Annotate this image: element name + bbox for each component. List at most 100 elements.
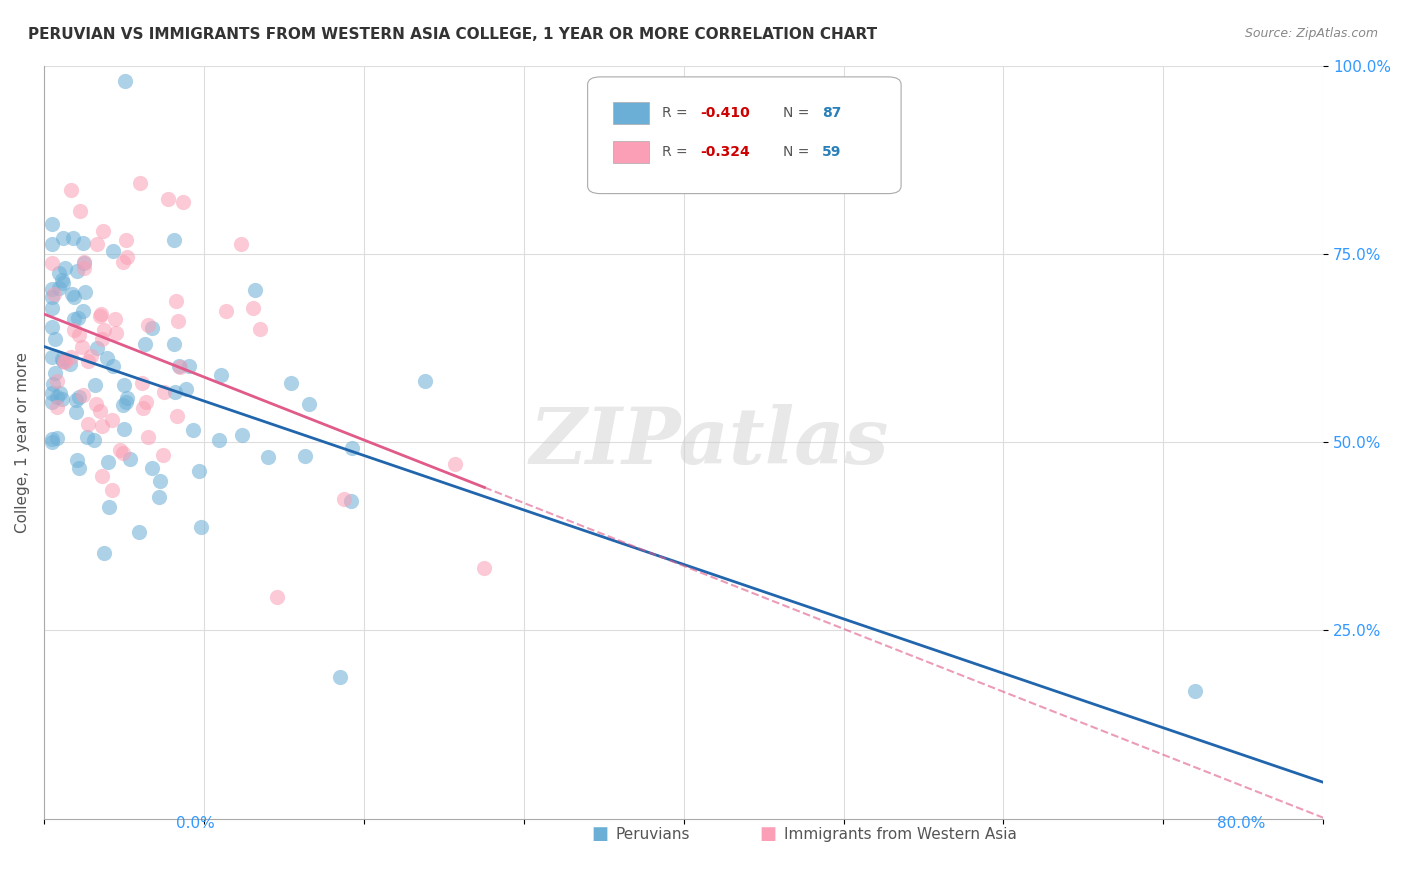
- Point: [114, 233, 136, 247]
- Point: [84, 377, 107, 392]
- Point: [65, 405, 87, 419]
- Point: [148, 490, 170, 504]
- Point: [41, 236, 63, 251]
- Point: [167, 359, 190, 373]
- Point: [104, 312, 127, 326]
- Point: [70, 340, 93, 354]
- Point: [136, 430, 159, 444]
- Point: [153, 385, 176, 400]
- Point: [48, 281, 70, 295]
- Point: [59, 183, 82, 197]
- Point: [115, 250, 138, 264]
- Point: [169, 360, 191, 375]
- Point: [111, 255, 134, 269]
- Text: N =: N =: [783, 106, 814, 120]
- Point: [52, 276, 75, 290]
- Point: [111, 446, 134, 460]
- Point: [298, 397, 321, 411]
- Point: [51, 392, 73, 406]
- Point: [209, 368, 232, 383]
- Point: [112, 377, 135, 392]
- Point: [131, 401, 153, 415]
- Point: [149, 474, 172, 488]
- Text: R =: R =: [662, 106, 692, 120]
- Point: [41, 350, 63, 364]
- Point: [63, 290, 86, 304]
- Point: [66, 453, 89, 467]
- Point: [231, 427, 253, 442]
- Point: [105, 326, 128, 340]
- Point: [242, 301, 264, 316]
- Point: [41, 394, 63, 409]
- Point: [72, 388, 94, 402]
- Point: [101, 244, 124, 258]
- Point: [73, 254, 96, 268]
- Point: [181, 423, 204, 437]
- Point: [44, 366, 66, 380]
- Point: [79, 349, 101, 363]
- Point: [51, 272, 73, 286]
- Point: [44, 332, 66, 346]
- Point: [53, 355, 76, 369]
- Point: [46, 431, 69, 445]
- Point: [91, 224, 114, 238]
- Bar: [613, 141, 650, 163]
- Text: -0.324: -0.324: [700, 145, 749, 159]
- Point: [76, 353, 98, 368]
- Point: [76, 430, 98, 444]
- Point: [72, 304, 94, 318]
- Point: [257, 450, 280, 464]
- Point: [138, 318, 160, 333]
- Point: [62, 231, 84, 245]
- Point: [60, 287, 83, 301]
- Point: [329, 669, 352, 683]
- Point: [97, 455, 120, 469]
- Point: [165, 294, 187, 309]
- Point: [176, 382, 198, 396]
- Point: [67, 390, 90, 404]
- Point: [114, 73, 136, 87]
- Point: [42, 376, 65, 391]
- Point: [165, 385, 187, 400]
- Point: [51, 351, 73, 366]
- Bar: [613, 102, 650, 124]
- Point: [86, 341, 108, 355]
- Point: [294, 449, 316, 463]
- Point: [243, 283, 266, 297]
- Point: [179, 359, 201, 373]
- Point: [101, 483, 124, 498]
- Point: [474, 561, 496, 575]
- Point: [41, 301, 63, 315]
- Point: [41, 432, 63, 446]
- Point: [93, 546, 115, 560]
- Point: [266, 590, 288, 604]
- Point: [135, 395, 157, 409]
- Point: [86, 237, 108, 252]
- Point: [73, 256, 96, 270]
- Point: [52, 231, 75, 245]
- Point: [103, 359, 125, 373]
- Point: [69, 204, 91, 219]
- Point: [93, 323, 115, 337]
- Point: [131, 376, 153, 391]
- Point: [129, 177, 152, 191]
- Point: [115, 394, 138, 409]
- Point: [90, 332, 112, 346]
- Point: [215, 304, 238, 318]
- Point: [340, 494, 363, 508]
- Point: [413, 374, 436, 388]
- Point: [41, 434, 63, 449]
- Point: [333, 491, 356, 506]
- Point: [101, 413, 124, 427]
- Point: [72, 235, 94, 250]
- Point: [163, 233, 186, 247]
- Point: [280, 376, 302, 390]
- Point: [108, 443, 131, 458]
- Point: [45, 401, 67, 415]
- FancyBboxPatch shape: [588, 77, 901, 194]
- Point: [89, 403, 111, 417]
- Point: [163, 337, 186, 351]
- Point: [83, 433, 105, 447]
- Point: [89, 309, 111, 323]
- Point: [53, 261, 76, 276]
